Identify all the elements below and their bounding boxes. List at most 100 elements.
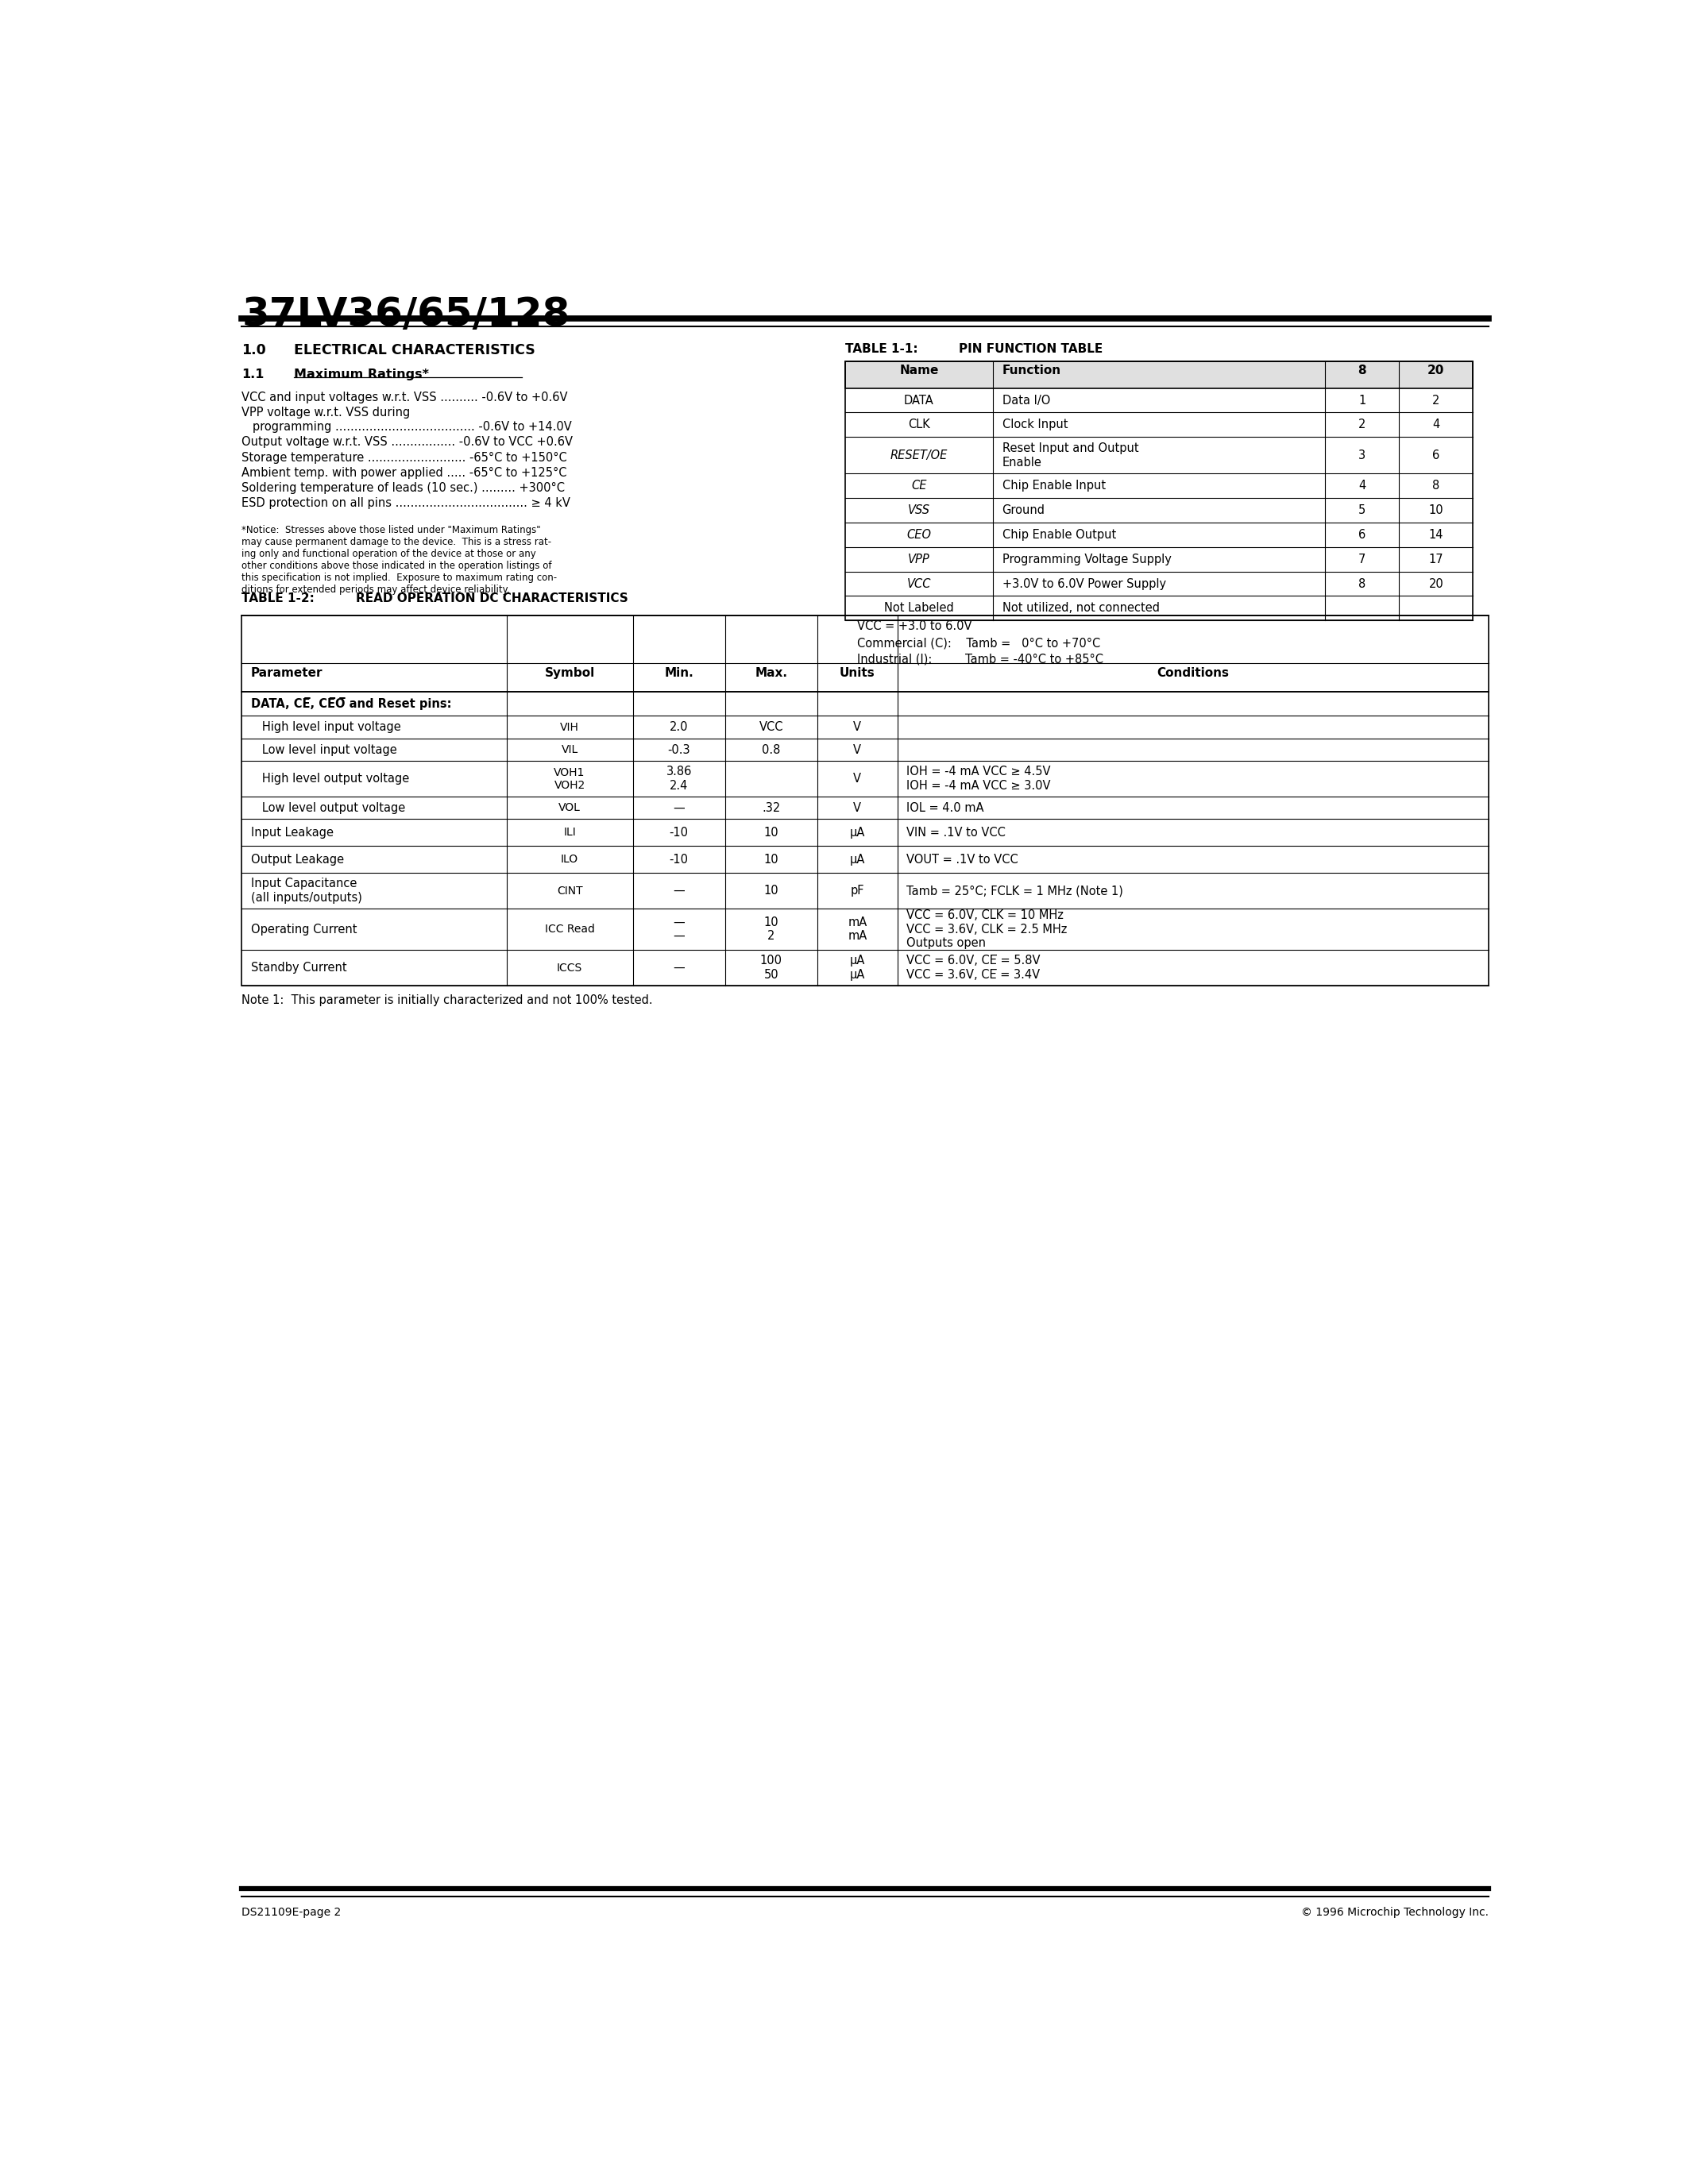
Text: PIN FUNCTION TABLE: PIN FUNCTION TABLE <box>959 343 1102 354</box>
Text: programming ..................................... -0.6V to +14.0V: programming ............................… <box>241 422 572 432</box>
Text: Reset Input and Output
Enable: Reset Input and Output Enable <box>1003 443 1138 467</box>
Text: 17: 17 <box>1428 553 1443 566</box>
Text: 2.0: 2.0 <box>670 721 689 734</box>
Text: 7: 7 <box>1359 553 1366 566</box>
Text: ELECTRICAL CHARACTERISTICS: ELECTRICAL CHARACTERISTICS <box>294 343 535 358</box>
Text: 10: 10 <box>1428 505 1443 515</box>
Text: VOH1
VOH2: VOH1 VOH2 <box>554 767 586 791</box>
Text: IOH = -4 mA VCC ≥ 4.5V
IOH = -4 mA VCC ≥ 3.0V: IOH = -4 mA VCC ≥ 4.5V IOH = -4 mA VCC ≥… <box>906 767 1052 791</box>
Text: Soldering temperature of leads (10 sec.) ......... +300°C: Soldering temperature of leads (10 sec.)… <box>241 483 565 494</box>
Bar <box>846 360 1474 389</box>
Text: Operating Current: Operating Current <box>252 924 358 935</box>
Text: VCC = 6.0V, CLK = 10 MHz
VCC = 3.6V, CLK = 2.5 MHz
Outputs open: VCC = 6.0V, CLK = 10 MHz VCC = 3.6V, CLK… <box>906 909 1067 950</box>
Text: VCC: VCC <box>760 721 783 734</box>
Text: High level input voltage: High level input voltage <box>252 721 402 734</box>
Text: Conditions: Conditions <box>1156 666 1229 679</box>
Text: ESD protection on all pins ................................... ≥ 4 kV: ESD protection on all pins .............… <box>241 498 571 509</box>
Text: ILI: ILI <box>564 828 576 839</box>
Text: 6: 6 <box>1359 529 1366 542</box>
Text: CINT: CINT <box>557 885 582 895</box>
Text: 1: 1 <box>1359 395 1366 406</box>
Text: 3.86
2.4: 3.86 2.4 <box>667 767 692 791</box>
Text: V: V <box>854 802 861 815</box>
Text: —: — <box>674 961 685 974</box>
Text: ICC Read: ICC Read <box>545 924 594 935</box>
Text: VIL: VIL <box>560 745 577 756</box>
Text: VPP: VPP <box>908 553 930 566</box>
Text: —
—: — — <box>674 917 685 941</box>
Text: Low level input voltage: Low level input voltage <box>252 745 397 756</box>
Text: © 1996 Microchip Technology Inc.: © 1996 Microchip Technology Inc. <box>1301 1907 1489 1918</box>
Text: —: — <box>674 802 685 815</box>
Text: 4: 4 <box>1359 480 1366 491</box>
Text: 0.8: 0.8 <box>761 745 780 756</box>
Text: 20: 20 <box>1428 365 1445 376</box>
Text: 10: 10 <box>763 828 778 839</box>
Text: μA: μA <box>849 828 866 839</box>
Text: +3.0V to 6.0V Power Supply: +3.0V to 6.0V Power Supply <box>1003 579 1166 590</box>
Text: TABLE 1-1:: TABLE 1-1: <box>846 343 918 354</box>
Text: Maximum Ratings*: Maximum Ratings* <box>294 369 429 380</box>
Text: VCC = 6.0V, CE̅ = 5.8V
VCC = 3.6V, CE̅ = 3.4V: VCC = 6.0V, CE̅ = 5.8V VCC = 3.6V, CE̅ =… <box>906 954 1040 981</box>
Text: ICCS: ICCS <box>557 963 582 974</box>
Text: Data I/O: Data I/O <box>1003 395 1050 406</box>
Text: Ground: Ground <box>1003 505 1045 515</box>
Text: CE: CE <box>912 480 927 491</box>
Text: 1.1: 1.1 <box>241 369 265 380</box>
Text: 10
2: 10 2 <box>763 917 778 941</box>
Text: VCC and input voltages w.r.t. VSS .......... -0.6V to +0.6V: VCC and input voltages w.r.t. VSS ......… <box>241 391 567 404</box>
Text: Name: Name <box>900 365 939 376</box>
Text: Industrial (I):         Tamb = -40°C to +85°C: Industrial (I): Tamb = -40°C to +85°C <box>858 653 1104 666</box>
Text: 3: 3 <box>1359 450 1366 461</box>
Text: μA: μA <box>849 854 866 865</box>
Text: VOL: VOL <box>559 802 581 812</box>
Text: 8: 8 <box>1359 579 1366 590</box>
Text: VPP voltage w.r.t. VSS during: VPP voltage w.r.t. VSS during <box>241 406 410 419</box>
Text: Input Leakage: Input Leakage <box>252 828 334 839</box>
Text: 8: 8 <box>1359 365 1367 376</box>
Text: 10: 10 <box>763 854 778 865</box>
Text: Parameter: Parameter <box>252 666 322 679</box>
Text: Output voltage w.r.t. VSS ................. -0.6V to VCC +0.6V: Output voltage w.r.t. VSS ..............… <box>241 437 572 448</box>
Text: *Notice:  Stresses above those listed under "Maximum Ratings"
may cause permanen: *Notice: Stresses above those listed und… <box>241 524 557 594</box>
Text: 5: 5 <box>1359 505 1366 515</box>
Text: Clock Input: Clock Input <box>1003 419 1067 430</box>
Text: VOUT = .1V to VCC: VOUT = .1V to VCC <box>906 854 1018 865</box>
Text: Symbol: Symbol <box>545 666 594 679</box>
Text: 6: 6 <box>1433 450 1440 461</box>
Text: 37LV36/65/128: 37LV36/65/128 <box>241 295 571 334</box>
Text: CLK: CLK <box>908 419 930 430</box>
Text: Input Capacitance
(all inputs/outputs): Input Capacitance (all inputs/outputs) <box>252 878 363 904</box>
Text: DATA: DATA <box>905 395 933 406</box>
Text: 10: 10 <box>763 885 778 898</box>
Text: High level output voltage: High level output voltage <box>252 773 408 784</box>
Text: READ OPERATION DC CHARACTERISTICS: READ OPERATION DC CHARACTERISTICS <box>356 592 628 605</box>
Text: Low level output voltage: Low level output voltage <box>252 802 405 815</box>
Text: VCC: VCC <box>906 579 932 590</box>
Text: Max.: Max. <box>755 666 788 679</box>
Text: Units: Units <box>839 666 874 679</box>
Text: —: — <box>674 885 685 898</box>
Text: 8: 8 <box>1433 480 1440 491</box>
Text: ILO: ILO <box>560 854 579 865</box>
Text: Min.: Min. <box>665 666 694 679</box>
Text: Commercial (C):    Tamb =   0°C to +70°C: Commercial (C): Tamb = 0°C to +70°C <box>858 638 1101 649</box>
Text: mA
mA: mA mA <box>847 917 868 941</box>
Text: V: V <box>854 745 861 756</box>
Text: VCC = +3.0 to 6.0V: VCC = +3.0 to 6.0V <box>858 620 972 633</box>
Text: 1.0: 1.0 <box>241 343 267 358</box>
Bar <box>241 692 1489 985</box>
Text: pF: pF <box>851 885 864 898</box>
Text: RESET/OE: RESET/OE <box>890 450 947 461</box>
Text: Chip Enable Input: Chip Enable Input <box>1003 480 1106 491</box>
Text: 2: 2 <box>1433 395 1440 406</box>
Text: Chip Enable Output: Chip Enable Output <box>1003 529 1116 542</box>
Text: -10: -10 <box>670 854 689 865</box>
Text: 14: 14 <box>1428 529 1443 542</box>
Text: Tamb = 25°C; FCLK = 1 MHz (Note 1): Tamb = 25°C; FCLK = 1 MHz (Note 1) <box>906 885 1124 898</box>
Text: Output Leakage: Output Leakage <box>252 854 344 865</box>
Text: 4: 4 <box>1433 419 1440 430</box>
Text: Function: Function <box>1003 365 1062 376</box>
Text: VIN = .1V to VCC: VIN = .1V to VCC <box>906 828 1006 839</box>
Text: -0.3: -0.3 <box>667 745 690 756</box>
